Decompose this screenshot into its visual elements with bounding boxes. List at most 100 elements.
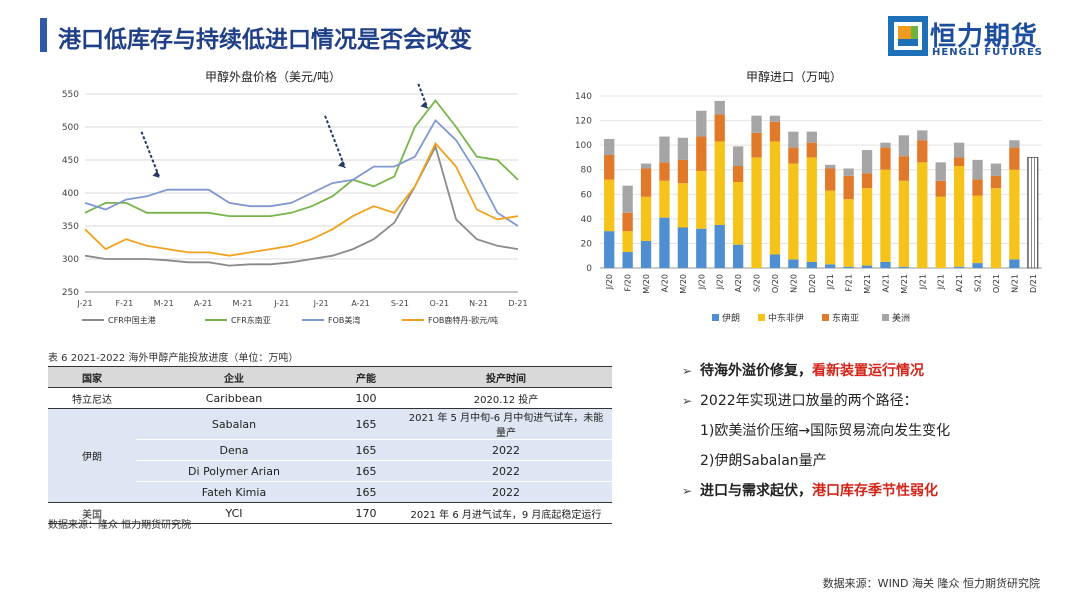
table-row: Di Polymer Arian 165 2022	[48, 460, 612, 482]
arrow-bullet-icon: ➢	[682, 364, 693, 378]
bar-segment	[1009, 259, 1020, 268]
bar-segment	[880, 169, 891, 262]
x-tick-label: M/21	[863, 274, 872, 294]
legend-swatch	[882, 314, 889, 321]
bar-segment	[972, 195, 983, 264]
x-tick-label: D-21	[508, 299, 527, 308]
cell-capacity: 165	[332, 439, 400, 461]
bar-segment	[788, 131, 799, 148]
bullet-2: ➢ 2022年实现进口放量的两个路径：	[682, 386, 950, 416]
cell-time: 2022	[400, 439, 612, 461]
bar-segment	[917, 140, 928, 163]
legend-label: 伊朗	[722, 312, 740, 324]
y-tick-label: 300	[62, 255, 79, 265]
x-tick-label: A/20	[734, 274, 743, 292]
legend-label: 美洲	[892, 312, 910, 324]
bullet-2-sub-1: 1)欧美溢价压缩→国际贸易流向发生变化	[700, 423, 951, 439]
x-tick-label: S/20	[753, 274, 762, 292]
cell-company: Fateh Kimia	[136, 481, 332, 503]
cell-country: 伊朗	[48, 408, 136, 503]
x-tick-label: F/21	[845, 274, 854, 291]
x-tick-label: A/21	[955, 274, 964, 292]
bar-segment	[751, 157, 762, 268]
x-tick-label: J-21	[313, 299, 329, 308]
cell-capacity: 165	[332, 460, 400, 482]
bullet-3-highlight: 港口库存季节性弱化	[812, 483, 938, 499]
y-tick-label: 250	[62, 288, 79, 298]
bar-segment	[714, 114, 725, 142]
legend-swatch	[712, 314, 719, 321]
bar-segment	[714, 141, 725, 225]
price-line-chart: 250 300 350 400 450 500 550 J-21 F-21 M-21 A-21 M-2…	[62, 82, 528, 325]
bar-segment	[990, 188, 1002, 268]
series-line	[84, 99, 519, 218]
bar-total-hatched	[1027, 157, 1039, 269]
bullet-1: ➢ 待海外溢价修复，看新装置运行情况	[682, 356, 950, 386]
cell-company: Caribbean	[205, 391, 263, 405]
bar-segment	[640, 240, 652, 268]
bullet-1-text: 待海外溢价修复，	[700, 363, 812, 379]
x-tick-label: J/21	[826, 274, 835, 290]
bar-segment	[917, 162, 928, 268]
bullet-3: ➢ 进口与需求起伏，港口库存季节性弱化	[682, 476, 950, 506]
bar-segment	[1009, 169, 1020, 260]
bar-segment	[880, 147, 891, 170]
bar-segment	[751, 115, 762, 133]
y-tick-label: 500	[62, 123, 79, 133]
cell-country: 美国	[48, 502, 136, 524]
arrow-bullet-icon: ➢	[682, 484, 693, 498]
table-row: 伊朗 Sabalan 165 2021 年 5 月中旬-6 月中旬进气试车，未能…	[48, 408, 612, 503]
x-tick-label: O-21	[429, 299, 449, 308]
logo-text-cn: 恒力期货	[930, 22, 1039, 52]
bar-segment	[659, 217, 670, 268]
bar-segment	[990, 163, 1002, 176]
bar-segment	[696, 170, 707, 229]
col-header-company: 企业	[136, 366, 332, 388]
title-accent-bar	[40, 18, 47, 52]
y-tick-label: 120	[575, 117, 592, 127]
x-tick-label: A-21	[351, 299, 369, 308]
col-header-capacity: 产能	[332, 366, 400, 388]
y-tick-label: 60	[581, 190, 593, 200]
page-title: 港口低库存与持续低进口情况是否会改变	[58, 27, 472, 53]
col-header-country: 国家	[48, 366, 136, 388]
legend-swatch	[758, 314, 765, 321]
bar-segment	[696, 228, 707, 268]
company-logo: 恒力期货 HENGLI FUTURES	[888, 16, 1048, 60]
x-tick-label: F/20	[624, 274, 633, 291]
annotation-arrow-head	[338, 160, 346, 168]
arrow-bullet-icon: ➢	[682, 394, 693, 408]
bar-segment	[788, 147, 799, 164]
legend-label: CFR中国主港	[108, 315, 156, 325]
bar-segment	[953, 266, 965, 268]
y-tick-label: 400	[62, 189, 79, 199]
cell-capacity: 165	[332, 408, 400, 440]
cell-capacity: 170	[332, 502, 400, 524]
bar-segment	[604, 231, 615, 268]
bar-segment	[732, 166, 744, 182]
legend-label: CFR东南亚	[231, 315, 271, 325]
bar-segment	[953, 142, 965, 158]
bar-segment	[622, 212, 633, 232]
annotation-arrow	[416, 82, 429, 109]
table-row: Dena 165 2022	[48, 439, 612, 461]
cell-company: Dena	[136, 439, 332, 461]
y-tick-label: 0	[586, 264, 592, 274]
legend-label: 东南亚	[832, 312, 859, 324]
logo-mark-icon	[888, 16, 928, 56]
bar-segment	[622, 231, 633, 253]
y-tick-label: 550	[62, 90, 79, 100]
logo-text-en: HENGLI FUTURES	[932, 47, 1043, 58]
bar-segment	[732, 182, 744, 245]
cell-time: 2020.12 投产	[473, 394, 539, 406]
bar-segment	[714, 225, 725, 268]
bar-segment	[622, 252, 633, 268]
x-tick-label: D/20	[808, 274, 817, 293]
bar-segment	[917, 130, 928, 141]
bar-segment	[898, 156, 910, 181]
bar-segment	[861, 173, 873, 189]
bar-segment	[972, 179, 983, 196]
table-caption: 表 6 2021-2022 海外甲醇产能投放进度（单位：万吨）	[48, 353, 299, 364]
x-tick-label: A/20	[660, 274, 669, 292]
bar-segment	[861, 150, 873, 174]
